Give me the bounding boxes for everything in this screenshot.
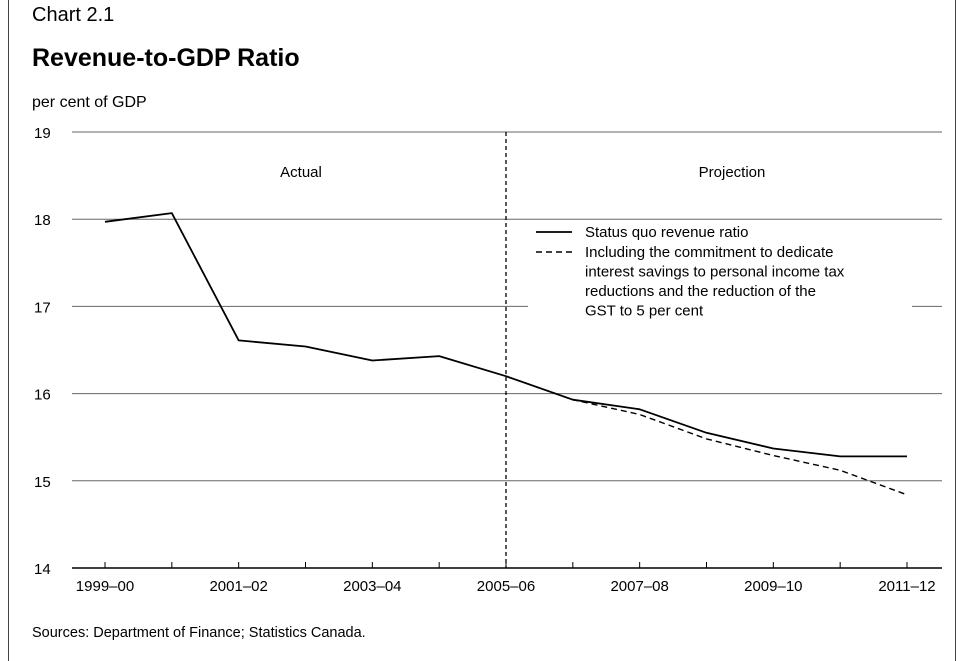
x-tick-label: 2011–12: [878, 578, 935, 595]
y-tick-label: 17: [34, 299, 51, 316]
legend-label-status-quo: Status quo revenue ratio: [585, 224, 748, 241]
x-tick-label: 2007–08: [610, 578, 668, 595]
legend-background: [528, 222, 912, 354]
chart-number: Chart 2.1: [32, 4, 115, 26]
x-tick-label: 2005–06: [477, 578, 535, 595]
region-label-actual: Actual: [280, 164, 322, 181]
x-tick-label: 1999–00: [76, 578, 134, 595]
y-tick-label: 16: [34, 387, 51, 404]
series-line-including-commitment: [505, 375, 908, 496]
x-tick-label: 2001–02: [209, 578, 267, 595]
legend-label-including-commitment: reductions and the reduction of the: [585, 283, 816, 300]
x-tick-label: 2009–10: [744, 578, 802, 595]
legend-label-including-commitment: Including the commitment to dedicate: [585, 244, 833, 261]
chart-frame: [8, 0, 956, 661]
y-tick-label: 15: [34, 474, 51, 491]
y-tick-label: 18: [34, 212, 51, 229]
legend-label-including-commitment: GST to 5 per cent: [585, 303, 704, 320]
chart-title: Revenue-to-GDP Ratio: [32, 44, 300, 72]
region-label-projection: Projection: [699, 164, 766, 181]
sources-note: Sources: Department of Finance; Statisti…: [32, 625, 366, 641]
y-tick-label: 14: [34, 561, 51, 578]
y-axis-unit-label: per cent of GDP: [32, 94, 147, 111]
x-tick-label: 2003–04: [343, 578, 401, 595]
y-tick-label: 19: [34, 125, 51, 142]
legend-label-including-commitment: interest savings to personal income tax: [585, 264, 845, 281]
